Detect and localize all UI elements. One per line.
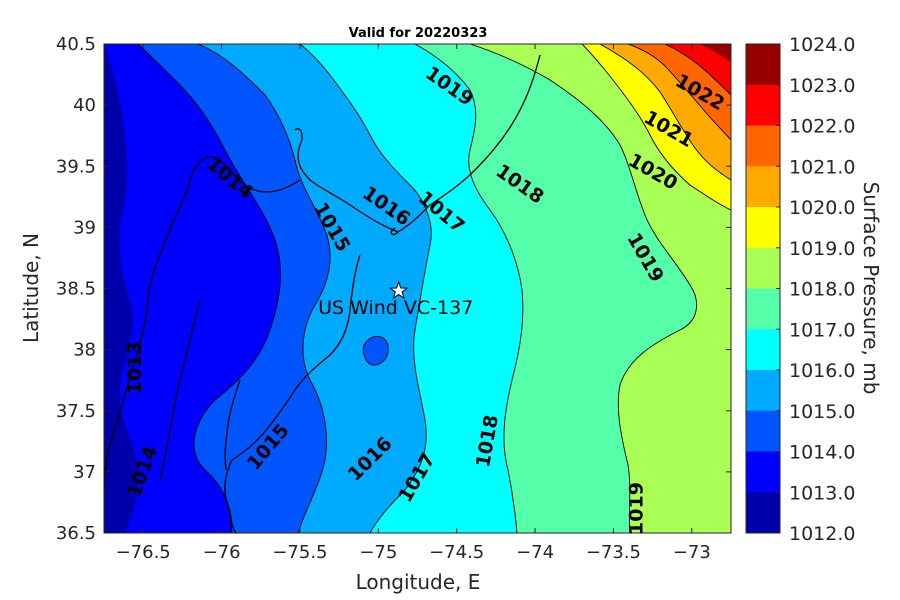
colorbar-tick-label: 1013.0 <box>789 482 855 504</box>
colorbar-swatch <box>746 370 780 412</box>
colorbar-tick-label: 1019.0 <box>789 238 855 260</box>
contour-label: 1019 <box>626 482 648 535</box>
colorbar-swatch <box>746 125 780 167</box>
x-tick-label: −73 <box>673 542 711 563</box>
y-tick-label: 37 <box>73 462 96 483</box>
colorbar-swatch <box>746 451 780 493</box>
y-tick-label: 37.5 <box>56 401 96 422</box>
colorbar-swatch <box>746 247 780 289</box>
x-tick-label: −74 <box>516 542 554 563</box>
y-tick-label: 40 <box>73 95 96 116</box>
contour-lines <box>137 44 731 533</box>
colorbar-swatch <box>746 492 780 534</box>
colorbar-tick-label: 1012.0 <box>789 523 855 545</box>
colorbar-tick-label: 1016.0 <box>789 360 855 382</box>
colorbar-swatch <box>746 166 780 208</box>
band-1023-1024 <box>700 44 731 62</box>
pressure-field <box>104 44 731 533</box>
contour-label: 1013 <box>124 342 146 395</box>
x-tick-label: −73.5 <box>586 542 641 563</box>
band-1022-1023 <box>665 44 731 95</box>
colorbar-swatch <box>746 44 780 86</box>
colorbar-swatch <box>746 84 780 126</box>
coastline <box>104 54 541 533</box>
colorbar-tick-label: 1017.0 <box>789 319 855 341</box>
y-axis-label: Latitude, N <box>19 233 43 343</box>
colorbar-label: Surface Pressure, mb <box>859 182 883 395</box>
x-tick-label: −76.5 <box>116 542 171 563</box>
colorbar-tick-label: 1022.0 <box>789 116 855 138</box>
site-label: US Wind VC-137 <box>318 297 473 319</box>
colorbar-tick-label: 1024.0 <box>789 34 855 56</box>
site-marker: US Wind VC-137 <box>318 280 473 319</box>
y-tick-label: 39.5 <box>56 156 96 177</box>
colorbar-tick-label: 1023.0 <box>789 75 855 97</box>
colorbar-swatch <box>746 329 780 371</box>
chart-title: Valid for 20220323 <box>349 26 488 41</box>
colorbar-tick-label: 1020.0 <box>789 197 855 219</box>
star-icon <box>388 280 409 300</box>
colorbar-tick-label: 1018.0 <box>789 279 855 301</box>
colorbar-tick-label: 1015.0 <box>789 401 855 423</box>
y-tick-label: 38 <box>73 340 96 361</box>
x-tick-label: −75 <box>359 542 397 563</box>
y-axis: 40.5 40 39.5 39 38.5 38 37.5 37 36.5 <box>56 34 731 544</box>
y-tick-label: 39 <box>73 217 96 238</box>
colorbar: 1024.0 1023.0 1022.0 1021.0 1020.0 1019.0 1018… <box>745 34 855 545</box>
colorbar-swatch <box>746 207 780 249</box>
x-tick-label: −75.5 <box>272 542 327 563</box>
x-tick-label: −74.5 <box>429 542 484 563</box>
y-tick-label: 38.5 <box>56 279 96 300</box>
colorbar-swatch <box>746 410 780 452</box>
x-axis-label: Longitude, E <box>356 570 481 594</box>
island-1015 <box>363 336 389 366</box>
colorbar-tick-label: 1014.0 <box>789 442 855 464</box>
x-axis: −76.5 −76 −75.5 −75 −74.5 −74 −73.5 −73 <box>116 44 711 563</box>
x-tick-label: −76 <box>203 542 241 563</box>
colorbar-swatch <box>746 288 780 330</box>
colorbar-tick-label: 1021.0 <box>789 156 855 178</box>
band-1018-1019 <box>470 44 731 533</box>
y-tick-label: 40.5 <box>56 34 96 55</box>
y-tick-label: 36.5 <box>56 523 96 544</box>
